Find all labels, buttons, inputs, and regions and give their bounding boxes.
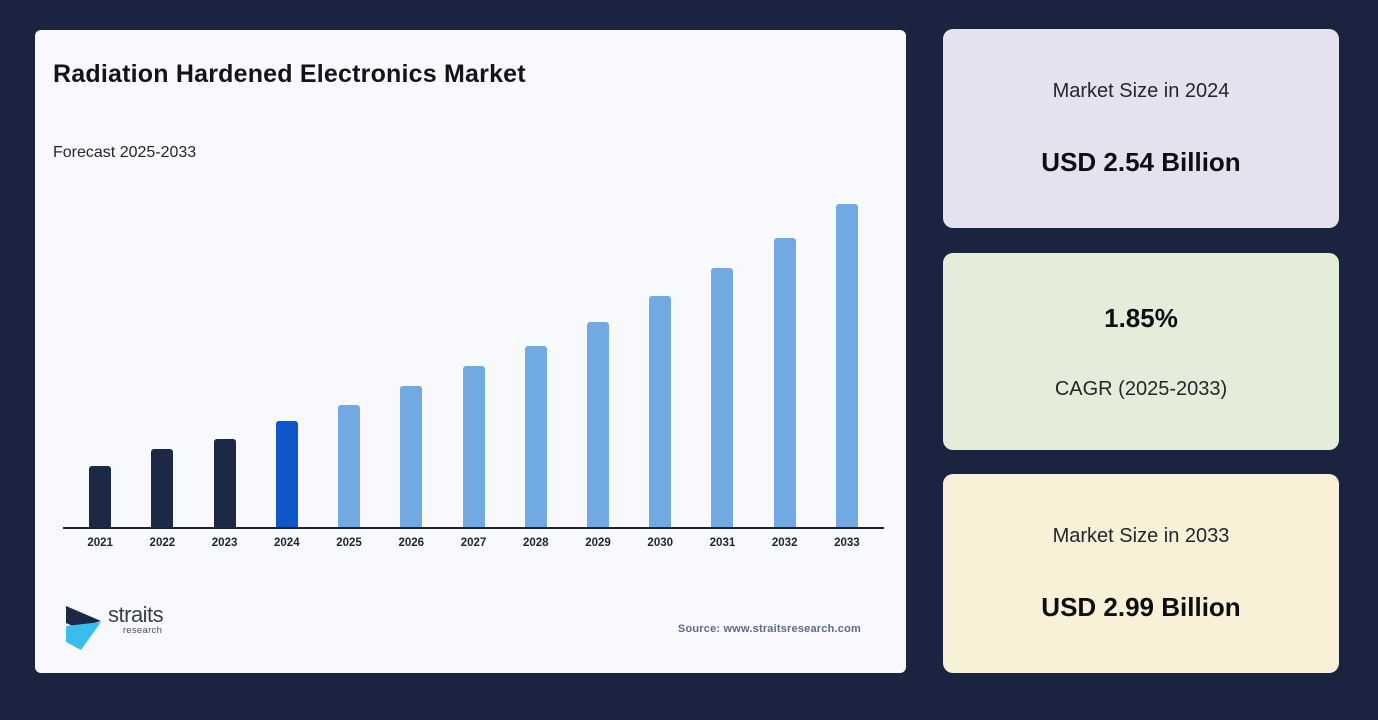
bar-rect-2031: [711, 268, 734, 527]
bar-rect-2032: [773, 238, 796, 527]
x-tick-2027: 2027: [460, 537, 487, 549]
logo-name: straits: [108, 602, 164, 627]
bar-2025: [318, 405, 380, 527]
bar-rect-2026: [400, 386, 423, 527]
bar-rect-2024: [275, 421, 298, 527]
market-size-2033-value: USD 2.99 Billion: [1041, 591, 1241, 622]
x-tick-2025: 2025: [336, 537, 362, 549]
market-size-2024-value: USD 2.54 Billion: [1041, 146, 1241, 177]
cagr-value: 1.85%: [1104, 302, 1178, 333]
x-tick-2021: 2021: [87, 537, 113, 549]
logo-subtitle: research: [122, 625, 163, 637]
market-size-2024-label: Market Size in 2024: [1052, 79, 1230, 102]
logo-wordmark: straits research: [108, 602, 164, 637]
bar-rect-2033: [835, 204, 858, 527]
x-tick-2024: 2024: [274, 537, 300, 549]
x-tick-2026: 2026: [398, 537, 425, 549]
bar-2024: [256, 421, 318, 527]
chart-panel: Radiation Hardened Electronics Market Fo…: [35, 30, 906, 673]
bars-row: [63, 204, 884, 527]
x-tick-2023: 2023: [211, 537, 238, 549]
cagr-label: CAGR (2025-2033): [1054, 377, 1228, 400]
straits-research-logo: straits research: [63, 602, 164, 651]
bar-2032: [754, 238, 816, 527]
bar-rect-2023: [213, 439, 236, 527]
bar-2027: [442, 366, 504, 527]
bar-2026: [380, 386, 442, 527]
bar-2031: [691, 268, 753, 527]
bar-2023: [193, 439, 255, 527]
x-tick-2022: 2022: [149, 537, 176, 549]
bar-2033: [816, 204, 878, 527]
bar-rect-2029: [586, 322, 609, 527]
bar-rect-2021: [89, 466, 112, 527]
bar-rect-2025: [338, 405, 361, 527]
stat-cards: Market Size in 2024 USD 2.54 Billion 1.8…: [943, 29, 1339, 673]
x-tick-2028: 2028: [522, 537, 549, 549]
bar-2029: [567, 322, 629, 527]
page-title: Radiation Hardened Electronics Market: [53, 60, 526, 88]
x-tick-2031: 2031: [709, 537, 736, 549]
market-size-2024-card: Market Size in 2024 USD 2.54 Billion: [943, 29, 1339, 228]
x-axis-line: [63, 527, 884, 529]
cagr-card: 1.85% CAGR (2025-2033): [943, 253, 1339, 450]
market-size-2033-card: Market Size in 2033 USD 2.99 Billion: [943, 474, 1339, 673]
bar-2030: [629, 296, 691, 527]
bar-rect-2028: [524, 346, 547, 527]
source-attribution: Source: www.straitsresearch.com: [677, 623, 861, 635]
x-tick-2029: 2029: [585, 537, 611, 549]
bar-2022: [131, 449, 193, 527]
market-size-2033-label: Market Size in 2033: [1052, 524, 1230, 547]
forecast-subtitle: Forecast 2025-2033: [53, 144, 197, 161]
x-tick-2032: 2032: [771, 537, 798, 549]
bar-2021: [69, 466, 131, 527]
x-tick-2030: 2030: [647, 537, 674, 549]
bar-2028: [505, 346, 567, 527]
market-size-bar-chart: 2021 2022 2023 2024 2025 2026 2027 2028 2029 2030…: [63, 204, 884, 549]
straits-arrow-icon: [66, 606, 101, 650]
bar-rect-2027: [462, 366, 485, 527]
x-tick-2033: 2033: [834, 537, 860, 549]
bar-rect-2030: [649, 296, 672, 527]
bar-rect-2022: [151, 449, 174, 527]
x-axis-tick-labels: 2021 2022 2023 2024 2025 2026 2027 2028 2029 2030…: [63, 537, 884, 549]
